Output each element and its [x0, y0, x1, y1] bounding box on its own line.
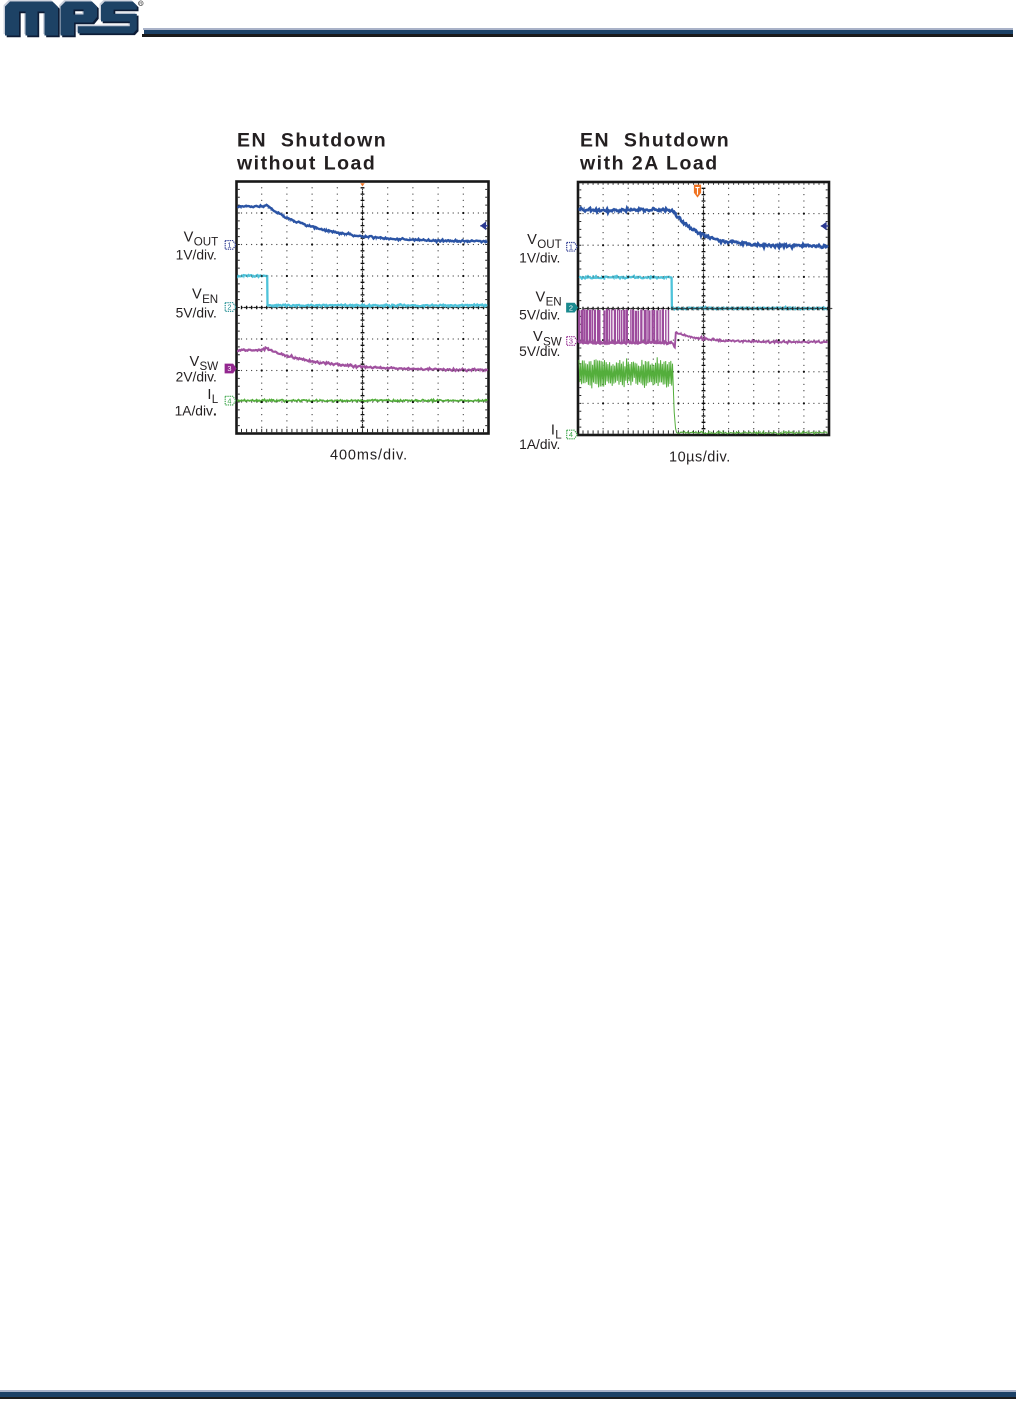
svg-text:1: 1 — [569, 243, 573, 252]
svg-text:1V/div.: 1V/div. — [176, 248, 217, 263]
svg-text:5V/div.: 5V/div. — [519, 344, 560, 359]
svg-text:IL: IL — [551, 423, 562, 442]
svg-text:2V/div.: 2V/div. — [176, 369, 217, 384]
svg-text:5V/div.: 5V/div. — [176, 306, 217, 321]
svg-text:4: 4 — [227, 396, 231, 405]
svg-text:2: 2 — [569, 303, 573, 312]
svg-text:1: 1 — [227, 241, 231, 250]
svg-text:1A/div.: 1A/div. — [175, 403, 217, 418]
svg-text:VOUT: VOUT — [184, 230, 219, 249]
svg-text:with 2A Load: with 2A Load — [579, 153, 719, 175]
svg-text:1V/div.: 1V/div. — [519, 251, 560, 266]
svg-text:3: 3 — [227, 364, 231, 373]
svg-text:4: 4 — [569, 430, 573, 439]
svg-text:400ms/div.: 400ms/div. — [330, 447, 408, 463]
svg-text:10µs/div.: 10µs/div. — [669, 450, 731, 466]
svg-text:3: 3 — [569, 337, 573, 346]
svg-text:without Load: without Load — [236, 153, 376, 175]
svg-text:VOUT: VOUT — [527, 232, 562, 251]
svg-text:R: R — [139, 1, 142, 6]
svg-text:VEN: VEN — [536, 290, 562, 309]
svg-text:EN Shutdown: EN Shutdown — [237, 130, 387, 152]
svg-text:5V/div.: 5V/div. — [519, 308, 560, 323]
svg-text:EN Shutdown: EN Shutdown — [580, 130, 730, 152]
svg-text:2: 2 — [227, 303, 231, 312]
svg-text:1A/div.: 1A/div. — [519, 437, 560, 452]
svg-text:VEN: VEN — [192, 287, 218, 306]
svg-text:IL: IL — [207, 387, 218, 406]
